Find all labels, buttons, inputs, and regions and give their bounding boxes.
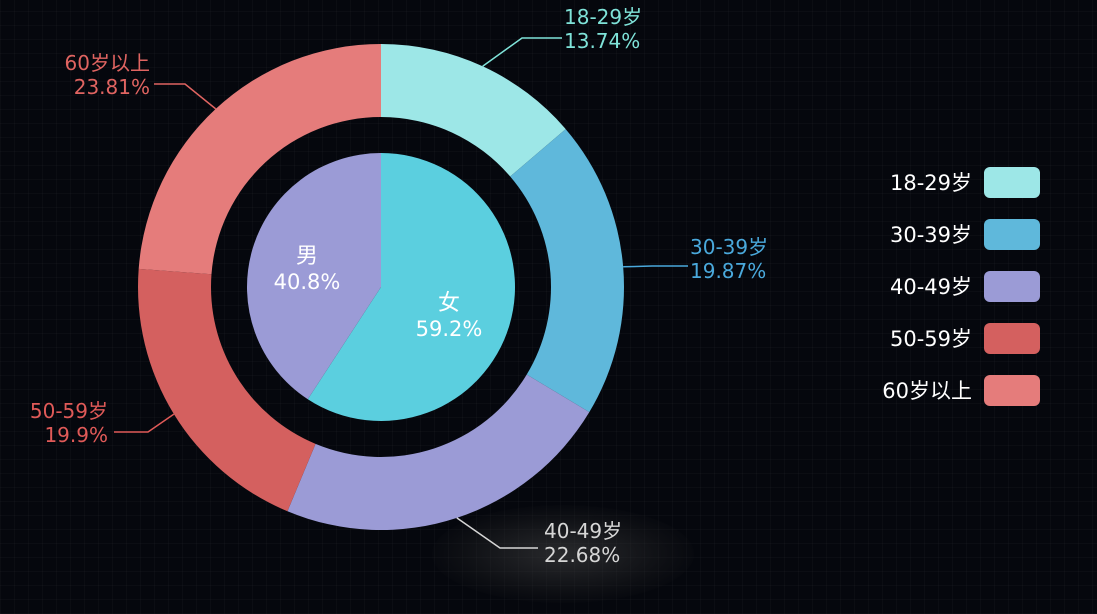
ring-slice-percent: 19.87% <box>690 259 766 283</box>
leader-line <box>114 414 174 432</box>
legend-swatch <box>984 375 1040 406</box>
pie-slice-label: 女 <box>438 291 460 316</box>
legend-item-50-59[interactable]: 50-59岁 <box>840 321 1040 355</box>
pie-slice-label: 男 <box>296 244 318 269</box>
ring-slice-label: 30-39岁 <box>690 235 768 259</box>
legend-label: 18-29岁 <box>890 167 972 197</box>
leader-line <box>623 266 688 267</box>
leader-line <box>457 518 538 548</box>
legend: 18-29岁 30-39岁 40-49岁 50-59岁 60岁以上 <box>840 165 1040 425</box>
legend-swatch <box>984 323 1040 354</box>
legend-item-60-plus[interactable]: 60岁以上 <box>840 373 1040 407</box>
legend-item-40-49[interactable]: 40-49岁 <box>840 269 1040 303</box>
gender-pie: 女59.2% 男40.8% <box>247 153 515 421</box>
legend-swatch <box>984 167 1040 198</box>
ring-slice-percent: 23.81% <box>74 75 150 99</box>
ring-slice-label: 50-59岁 <box>30 399 108 423</box>
ring-slice-percent: 22.68% <box>544 543 620 567</box>
legend-label: 60岁以上 <box>882 375 972 405</box>
ring-slice-label: 40-49岁 <box>544 519 622 543</box>
ring-slice-percent: 19.9% <box>44 423 108 447</box>
pie-slice-percent: 40.8% <box>274 270 341 294</box>
legend-label: 40-49岁 <box>890 271 972 301</box>
ring-slice-label: 60岁以上 <box>65 51 150 75</box>
pie-slice-percent: 59.2% <box>416 317 483 341</box>
legend-label: 50-59岁 <box>890 323 972 353</box>
ring-slice-1 <box>510 129 624 412</box>
ring-slice-percent: 13.74% <box>564 29 640 53</box>
legend-swatch <box>984 219 1040 250</box>
leader-line <box>154 84 216 109</box>
legend-item-30-39[interactable]: 30-39岁 <box>840 217 1040 251</box>
legend-label: 30-39岁 <box>890 219 972 249</box>
legend-item-18-29[interactable]: 18-29岁 <box>840 165 1040 199</box>
legend-swatch <box>984 271 1040 302</box>
leader-line <box>483 38 562 66</box>
ring-slice-label: 18-29岁 <box>564 5 642 29</box>
